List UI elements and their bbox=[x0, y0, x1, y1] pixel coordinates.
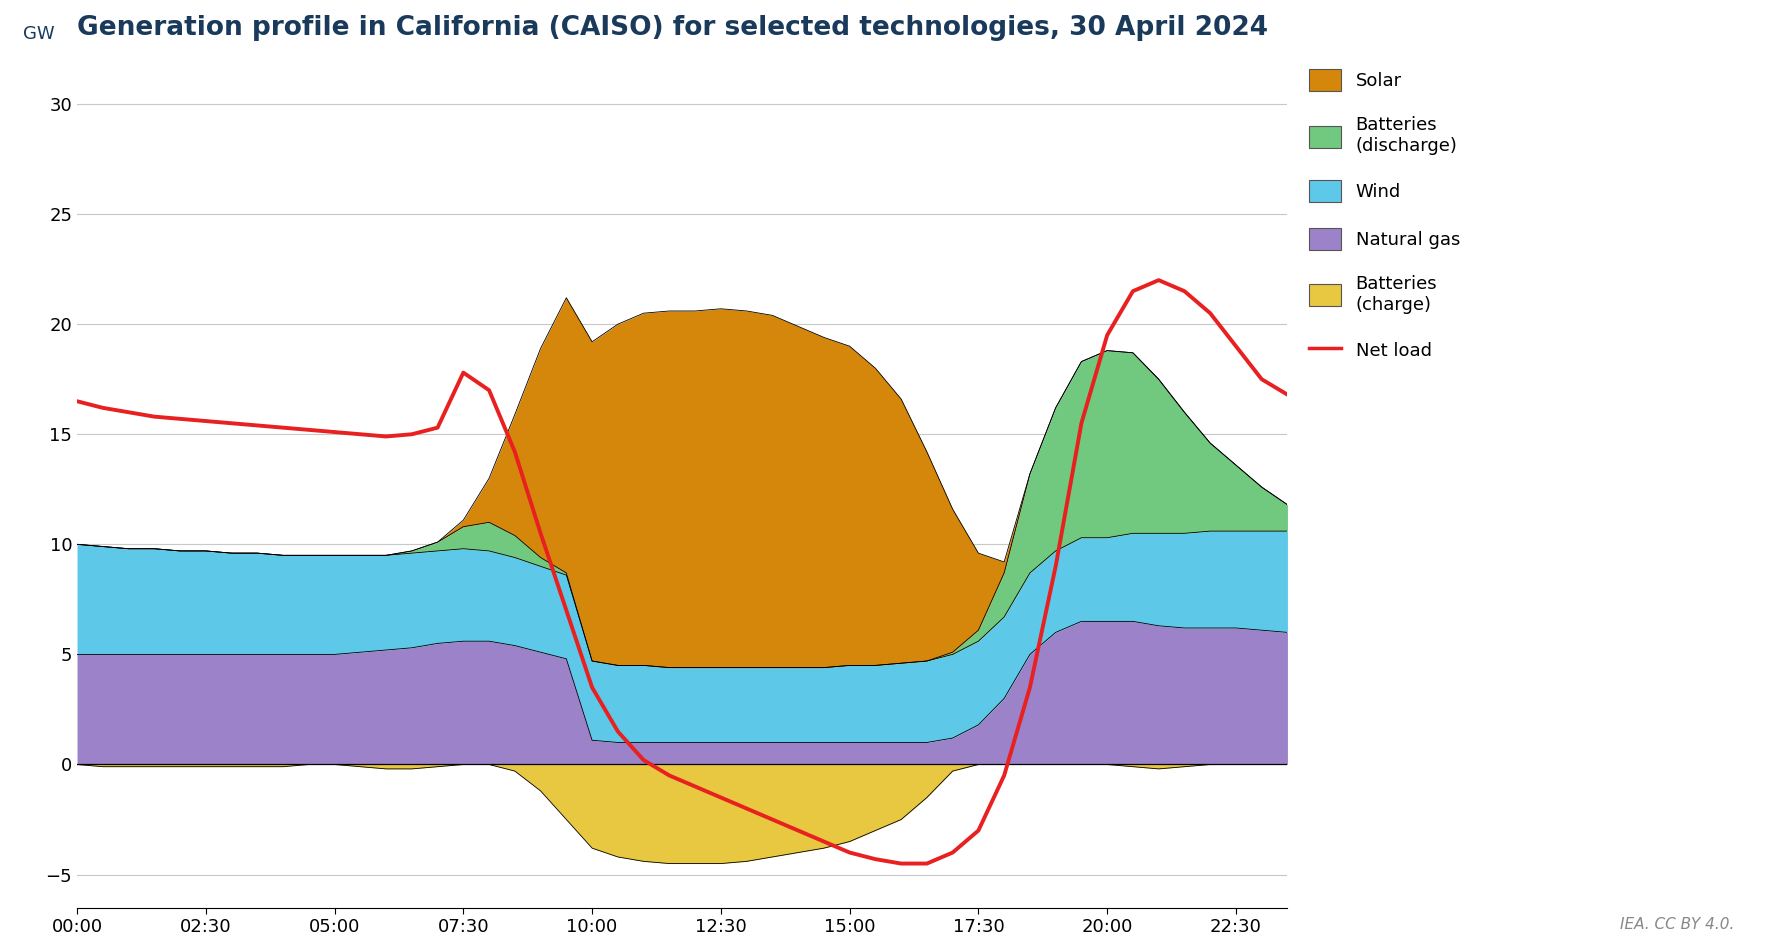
Legend: Solar, Batteries
(discharge), Wind, Natural gas, Batteries
(charge), Net load: Solar, Batteries (discharge), Wind, Natu… bbox=[1309, 69, 1461, 361]
Text: GW: GW bbox=[23, 25, 53, 43]
Text: Generation profile in California (CAISO) for selected technologies, 30 April 202: Generation profile in California (CAISO)… bbox=[76, 15, 1268, 41]
Text: IEA. CC BY 4.0.: IEA. CC BY 4.0. bbox=[1621, 917, 1735, 932]
